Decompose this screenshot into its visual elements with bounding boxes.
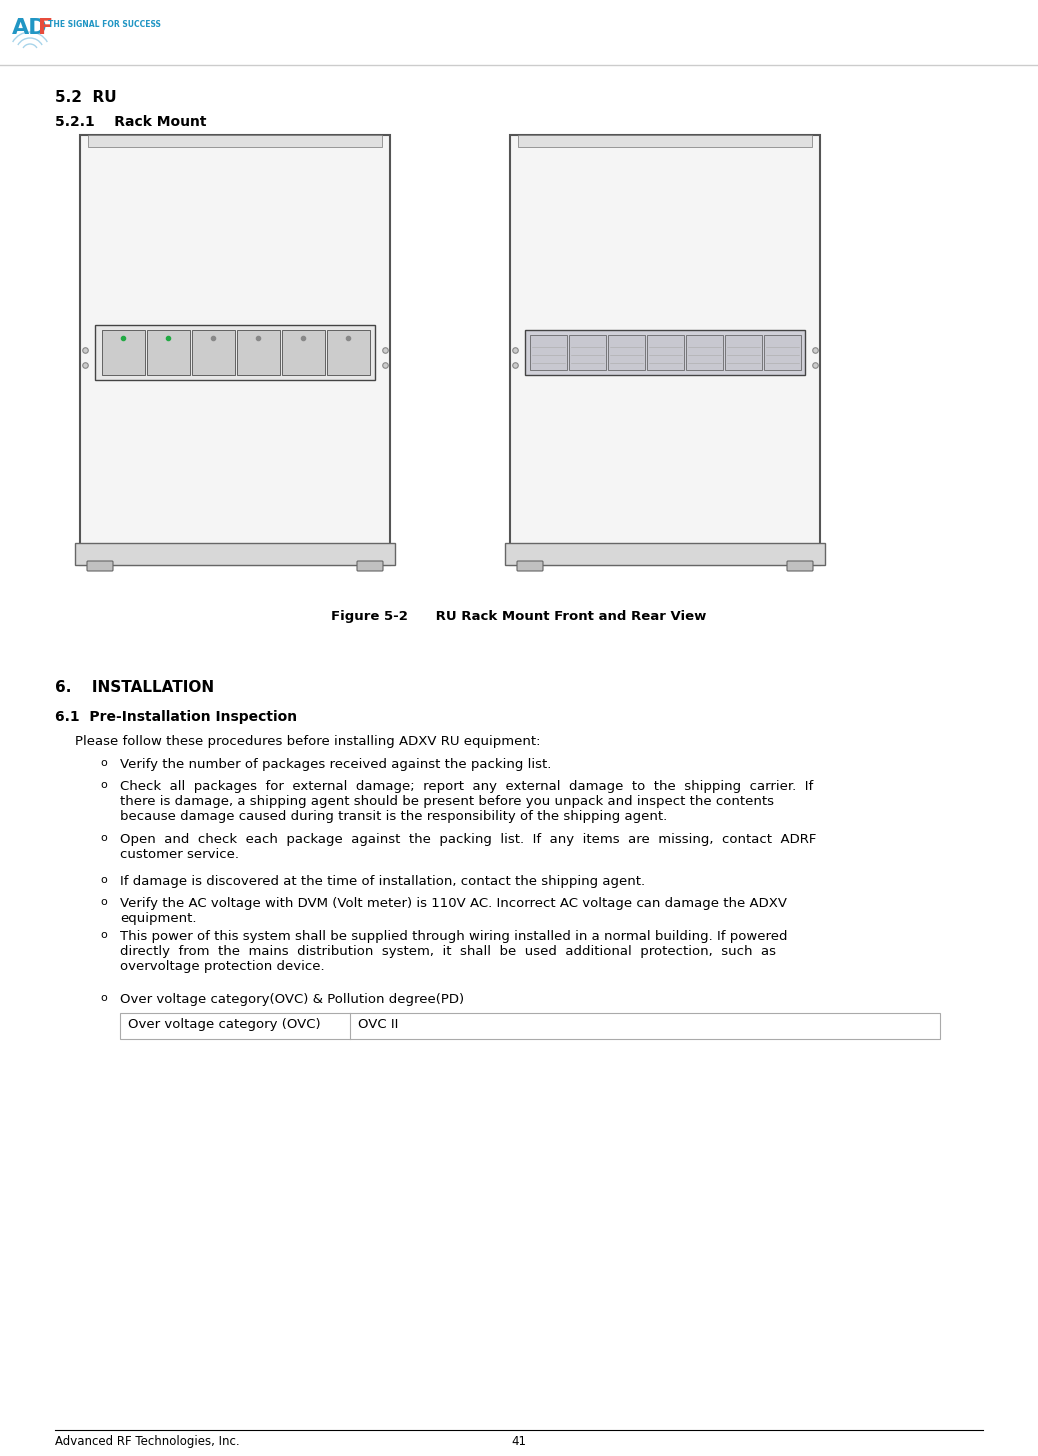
Text: o: o [100,930,107,941]
Bar [192,331,235,376]
Bar [237,331,280,376]
FancyBboxPatch shape [87,561,113,571]
FancyBboxPatch shape [357,561,383,571]
Bar [647,335,684,370]
Bar [530,335,567,370]
Text: THE SIGNAL FOR SUCCESS: THE SIGNAL FOR SUCCESS [48,20,161,29]
Text: This power of this system shall be supplied through wiring installed in a normal: This power of this system shall be suppl… [120,930,788,973]
Bar [725,335,762,370]
Bar [88,135,382,147]
Text: Figure 5-2      RU Rack Mount Front and Rear View: Figure 5-2 RU Rack Mount Front and Rear … [331,610,707,623]
Text: Over voltage category(OVC) & Pollution degree(PD): Over voltage category(OVC) & Pollution d… [120,993,464,1006]
Text: Verify the number of packages received against the packing list.: Verify the number of packages received a… [120,759,551,772]
Text: 41: 41 [512,1436,526,1449]
Text: Check  all  packages  for  external  damage;  report  any  external  damage  to : Check all packages for external damage; … [120,780,813,823]
Text: o: o [100,759,107,767]
Text: 5.2  RU: 5.2 RU [55,90,116,105]
Text: If damage is discovered at the time of installation, contact the shipping agent.: If damage is discovered at the time of i… [120,875,646,888]
Text: Over voltage category (OVC): Over voltage category (OVC) [128,1018,321,1031]
Bar [75,543,395,565]
Bar [608,335,645,370]
Bar [506,543,825,565]
Bar [102,331,145,376]
Bar [510,135,820,565]
FancyBboxPatch shape [787,561,813,571]
Text: OVC II: OVC II [358,1018,399,1031]
Bar [569,335,606,370]
Text: Verify the AC voltage with DVM (Volt meter) is 110V AC. Incorrect AC voltage can: Verify the AC voltage with DVM (Volt met… [120,897,787,925]
Text: Advanced RF Technologies, Inc.: Advanced RF Technologies, Inc. [55,1436,240,1449]
FancyBboxPatch shape [517,561,543,571]
Text: 5.2.1    Rack Mount: 5.2.1 Rack Mount [55,115,207,130]
Bar [686,335,723,370]
Text: o: o [100,833,107,843]
Bar [327,331,370,376]
Bar [518,135,812,147]
Bar [80,135,390,565]
Text: o: o [100,993,107,1003]
Bar [120,1013,940,1040]
Text: o: o [100,780,107,791]
Text: 6.1  Pre-Installation Inspection: 6.1 Pre-Installation Inspection [55,711,297,724]
Bar [764,335,801,370]
Bar [147,331,190,376]
Text: F: F [38,17,53,38]
Text: AD: AD [12,17,48,38]
Text: o: o [100,897,107,907]
Text: Open  and  check  each  package  against  the  packing  list.  If  any  items  a: Open and check each package against the … [120,833,816,860]
Bar [525,331,805,376]
Bar [95,325,375,380]
Text: Please follow these procedures before installing ADXV RU equipment:: Please follow these procedures before in… [75,735,541,748]
Text: o: o [100,875,107,885]
Text: 6.  INSTALLATION: 6. INSTALLATION [55,680,214,695]
Bar [282,331,325,376]
